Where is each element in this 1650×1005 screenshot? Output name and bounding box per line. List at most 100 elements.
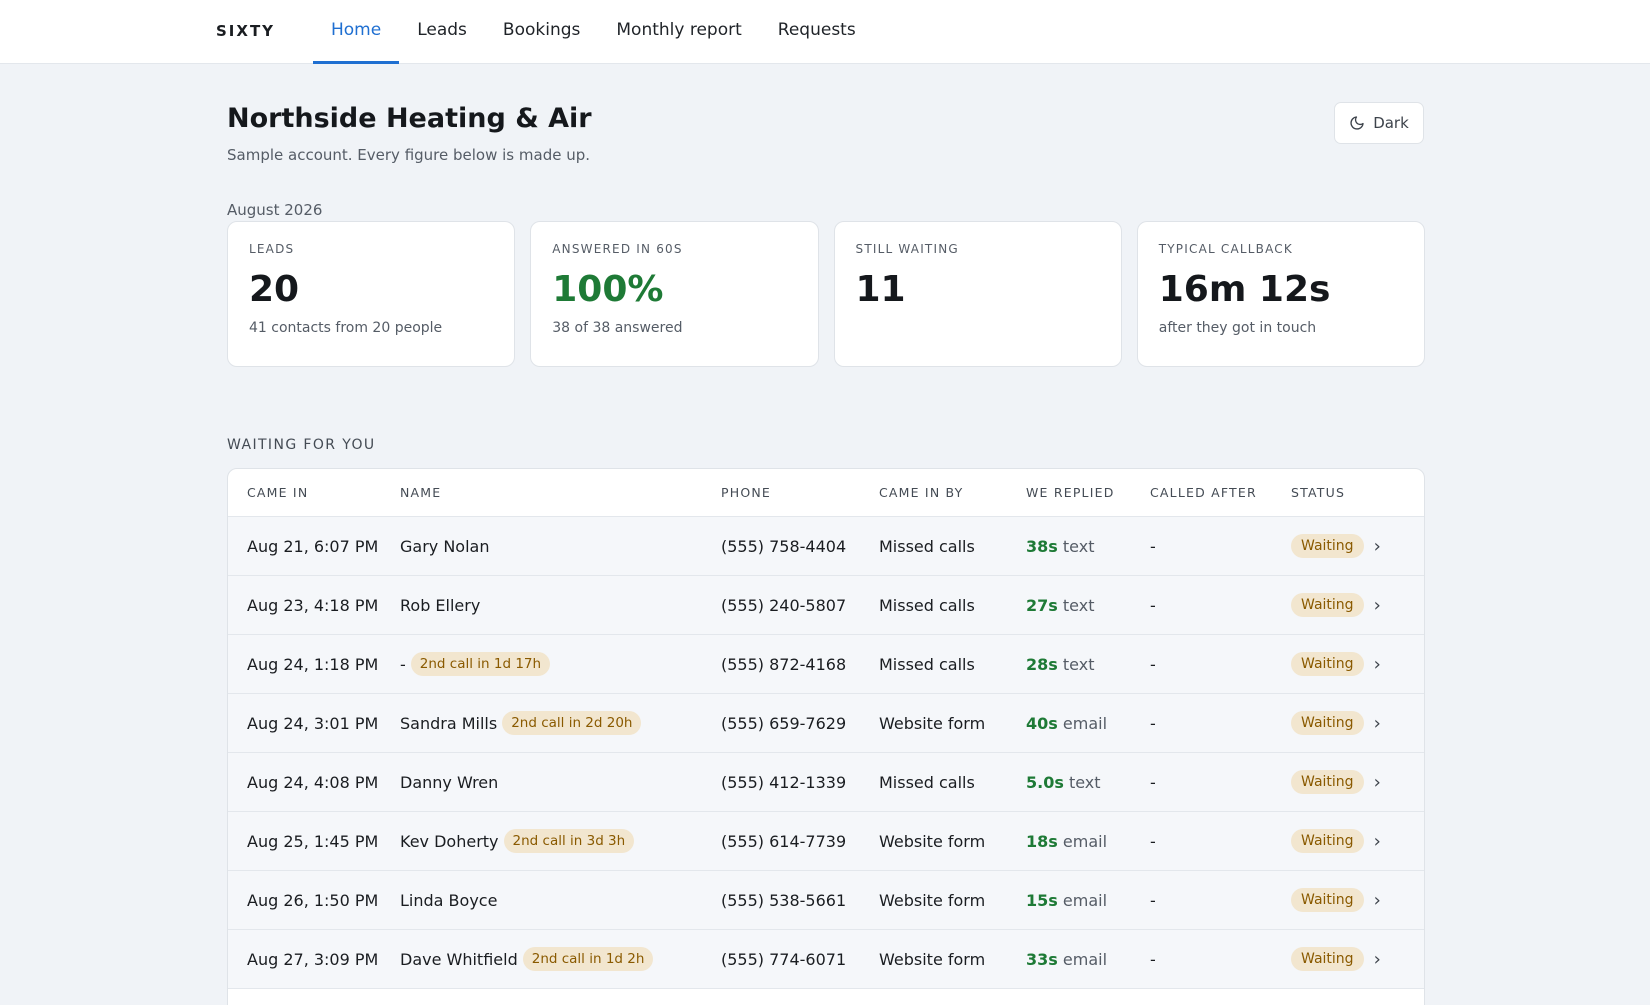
page-title: Northside Heating & Air [227,103,592,134]
table-row[interactable]: Aug 27, 3:09 PM Dave Whitfield 2nd call … [228,930,1424,989]
came-in-cell: Aug 27, 3:09 PM [247,949,379,969]
column-header-phone: PHONE [721,485,772,500]
name-cell: - 2nd call in 1d 17h [400,652,721,676]
page-subtitle: Sample account. Every figure below is ma… [227,146,591,164]
name-cell: Sandra Mills 2nd call in 2d 20h [400,711,721,735]
status-badge: Waiting [1291,888,1364,912]
name-cell: Gary Nolan [400,537,721,556]
came-in-by-cell: Website form [879,890,986,910]
we-replied-cell: 15s email [1026,891,1150,910]
stat-card-answered: ANSWERED IN 60S 100% 38 of 38 answered [530,221,819,367]
table-row[interactable]: Aug 21, 6:07 PM Gary Nolan (555) 758-440… [228,517,1424,576]
column-header-name: NAME [400,485,442,500]
reply-time: 27s [1026,595,1058,615]
reply-time: 5.0s [1026,772,1064,792]
table-row[interactable]: Aug 24, 1:18 PM - 2nd call in 1d 17h (55… [228,635,1424,694]
nav-leads[interactable]: Leads [417,20,467,40]
stat-card-leads: LEADS 20 41 contacts from 20 people [227,221,516,367]
app-logo[interactable]: SIXTY [216,22,276,40]
status-cell: Waiting › [1291,770,1381,794]
we-replied-cell: 33s email [1026,950,1150,969]
dark-mode-label: Dark [1373,114,1409,132]
phone-cell: (555) 872-4168 [721,654,847,674]
phone-cell: (555) 758-4404 [721,536,847,556]
name-cell: Dave Whitfield 2nd call in 1d 2h [400,947,721,971]
reply-time: 38s [1026,536,1058,556]
reply-time: 40s [1026,713,1058,733]
stat-label: ANSWERED IN 60S [552,242,683,256]
chevron-right-icon[interactable]: › [1373,535,1381,557]
reply-time: 15s [1026,890,1058,910]
came-in-by-cell: Missed calls [879,654,975,674]
chevron-right-icon[interactable]: › [1373,830,1381,852]
status-cell: Waiting › [1291,711,1381,735]
status-cell: Waiting › [1291,947,1381,971]
phone-cell: (555) 412-1339 [721,772,847,792]
lead-name: Kev Doherty [400,831,499,851]
reply-time: 18s [1026,831,1058,851]
nav-bookings[interactable]: Bookings [502,20,581,40]
we-replied-cell: 28s text [1026,655,1150,674]
status-badge: Waiting [1291,829,1364,853]
table-row[interactable]: Aug 26, 1:50 PM Linda Boyce (555) 538-56… [228,871,1424,930]
reply-channel: email [1062,949,1108,969]
came-in-cell: Aug 24, 1:18 PM [247,654,379,674]
chevron-right-icon[interactable]: › [1373,712,1381,734]
table-row[interactable]: Aug 24, 4:08 PM Danny Wren (555) 412-133… [228,753,1424,812]
chevron-right-icon[interactable]: › [1373,889,1381,911]
chevron-right-icon[interactable]: › [1373,948,1381,970]
lead-name: Dave Whitfield [400,949,518,969]
reply-channel: text [1062,595,1095,615]
table-row[interactable]: Aug 25, 1:45 PM Kev Doherty 2nd call in … [228,812,1424,871]
stat-value: 11 [855,269,906,310]
stat-value: 100% [552,269,664,310]
came-in-cell: Aug 21, 6:07 PM [247,536,379,556]
nav-monthly-report[interactable]: Monthly report [616,20,742,40]
phone-cell: (555) 659-7629 [721,713,847,733]
dark-mode-button[interactable]: Dark [1334,102,1424,144]
lead-name: - [400,654,406,674]
repeat-call-badge: 2nd call in 3d 3h [503,829,635,853]
came-in-by-cell: Website form [879,831,986,851]
period-label: August 2026 [227,201,323,219]
we-replied-cell: 40s email [1026,714,1150,733]
came-in-by-cell: Missed calls [879,536,975,556]
called-after-cell: - [1150,831,1156,851]
reply-time: 33s [1026,949,1058,969]
lead-name: Linda Boyce [400,890,498,910]
nav-requests[interactable]: Requests [777,20,856,40]
summary-cards: LEADS 20 41 contacts from 20 people ANSW… [227,221,1425,367]
lead-name: Gary Nolan [400,536,490,556]
reply-channel: email [1062,713,1108,733]
came-in-cell: Aug 26, 1:50 PM [247,890,379,910]
repeat-call-badge: 2nd call in 1d 17h [410,652,551,676]
called-after-cell: - [1150,949,1156,969]
status-cell: Waiting › [1291,888,1381,912]
reply-channel: text [1062,536,1095,556]
reply-channel: text [1068,772,1101,792]
chevron-right-icon[interactable]: › [1373,771,1381,793]
chevron-right-icon[interactable]: › [1373,653,1381,675]
column-header-came-in: CAME IN [247,485,309,500]
table-body: Aug 21, 6:07 PM Gary Nolan (555) 758-440… [228,517,1424,989]
called-after-cell: - [1150,713,1156,733]
repeat-call-badge: 2nd call in 2d 20h [502,711,642,735]
called-after-cell: - [1150,536,1156,556]
table-header: CAME IN NAME PHONE CAME IN BY WE REPLIED… [228,469,1424,517]
stat-label: STILL WAITING [855,242,959,256]
lead-name: Sandra Mills [400,713,498,733]
phone-cell: (555) 774-6071 [721,949,847,969]
stat-sub: 41 contacts from 20 people [249,320,443,336]
table-row[interactable]: Aug 23, 4:18 PM Rob Ellery (555) 240-580… [228,576,1424,635]
came-in-by-cell: Website form [879,949,986,969]
moon-icon [1350,116,1364,130]
came-in-cell: Aug 24, 4:08 PM [247,772,379,792]
nav-home[interactable]: Home [313,0,400,64]
stat-label: LEADS [249,242,295,256]
table-row[interactable]: Aug 24, 3:01 PM Sandra Mills 2nd call in… [228,694,1424,753]
reply-channel: text [1062,654,1095,674]
status-cell: Waiting › [1291,829,1381,853]
column-header-status: STATUS [1291,485,1346,500]
lead-name: Danny Wren [400,772,499,792]
chevron-right-icon[interactable]: › [1373,594,1381,616]
